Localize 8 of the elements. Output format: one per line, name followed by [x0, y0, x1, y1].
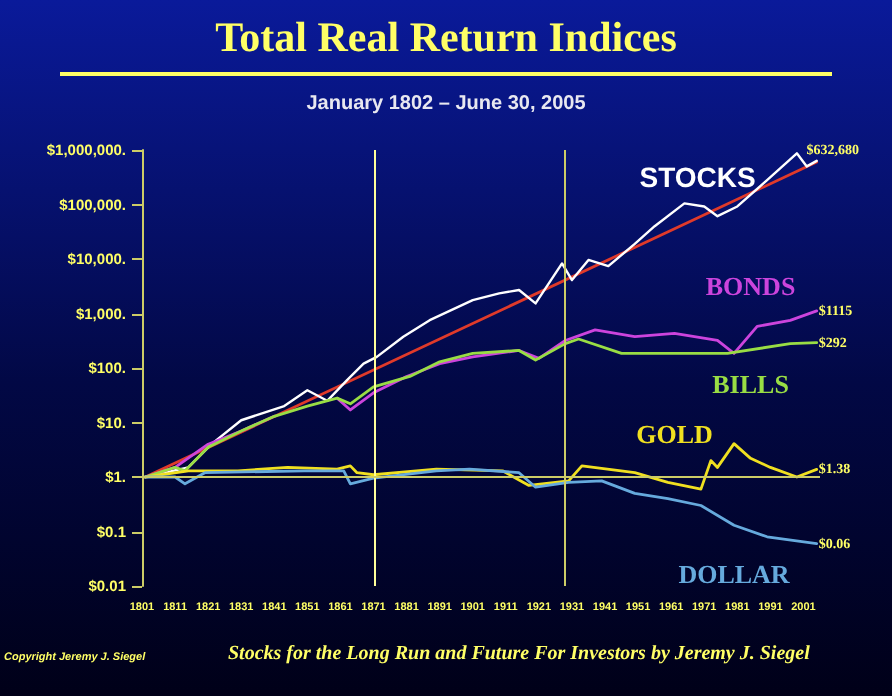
- text: Stocks for the Long Run and Future For Investors by Jeremy J. Siegel: [228, 643, 811, 665]
- series-label: BONDS: [705, 271, 796, 302]
- series-label: GOLD: [636, 418, 713, 449]
- series-label: DOLLAR: [678, 558, 791, 589]
- series-label: STOCKS: [639, 161, 756, 194]
- chart-subtitle: January 1802 – June 30, 2005: [306, 93, 587, 115]
- series-label: BILLS: [712, 368, 789, 399]
- chart-title: Total Real Return Indices: [215, 13, 677, 61]
